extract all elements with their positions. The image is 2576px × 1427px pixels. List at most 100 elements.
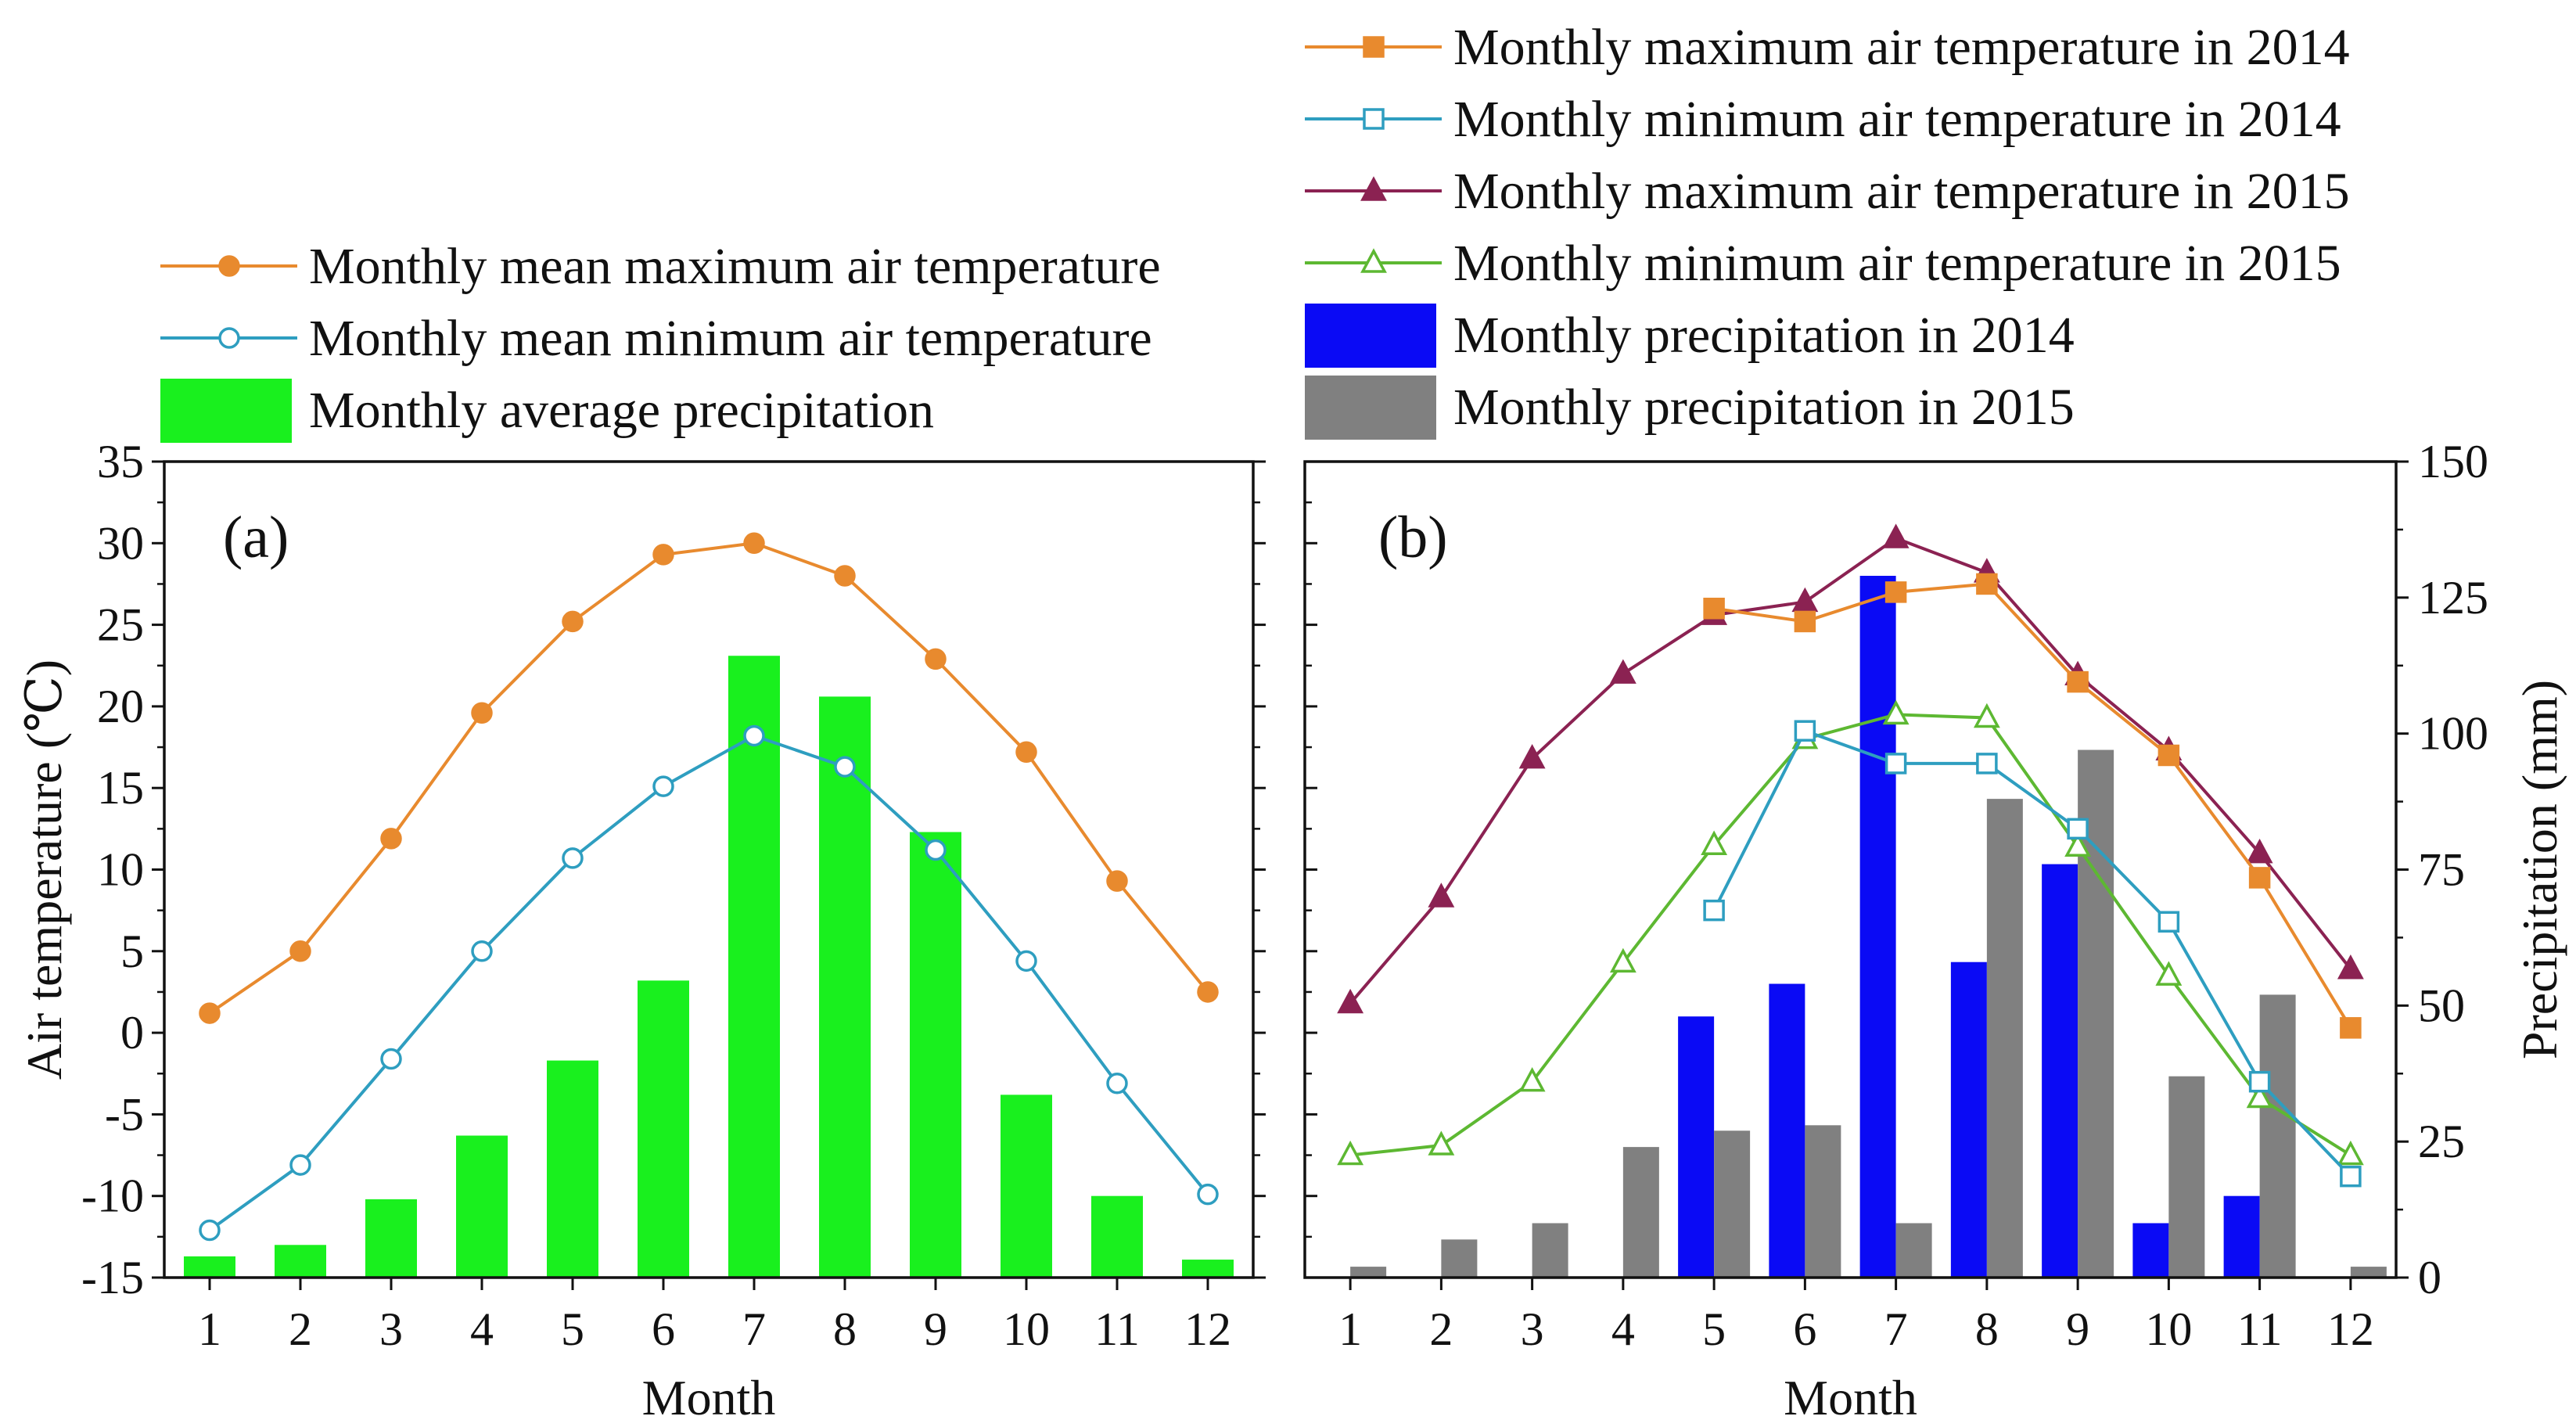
- point-a-min-month-10: [1015, 950, 1037, 972]
- panel-b-left-ticks: [1305, 460, 1317, 1279]
- point-a-max-month-1: [199, 1002, 221, 1024]
- legend-b-precip-2014-swatch: [1305, 304, 1436, 368]
- point-a-max-month-4: [471, 702, 493, 724]
- point-b-max-2014-month-7: [1884, 581, 1907, 603]
- bar-a-month-9: [910, 832, 961, 1278]
- bar-a-month-2: [275, 1245, 326, 1278]
- legend-b-precip-2015-swatch: [1305, 376, 1436, 440]
- bar-b-2015-month-11: [2259, 994, 2296, 1278]
- x-tick-label-b: 1: [1338, 1303, 1362, 1355]
- bar-b-2014-month-10: [2132, 1223, 2169, 1278]
- y-tick-label-a: 0: [120, 1007, 144, 1059]
- point-b-max-2015-month-11: [2246, 838, 2273, 864]
- point-b-max-2015-month-1: [1337, 988, 1364, 1014]
- bar-b-2014-month-9: [2042, 864, 2078, 1278]
- line-b-max-2014: [1713, 582, 2352, 1029]
- x-tick-label-b: 2: [1429, 1303, 1453, 1355]
- y-tick-label-a: 25: [97, 599, 144, 651]
- point-b-min-2014-month-9: [2067, 818, 2089, 840]
- x-axis-title-b: Month: [1784, 1370, 1917, 1425]
- bar-b-2015-month-8: [1986, 799, 2023, 1278]
- point-a-min-month-3: [380, 1048, 402, 1070]
- legend-panel-b: Monthly maximum air temperature in 2014 M…: [1305, 19, 2350, 440]
- point-a-min-month-9: [925, 839, 947, 861]
- panel-a-series-mean-max: [199, 532, 1219, 1024]
- bar-b-2015-month-5: [1714, 1130, 1751, 1278]
- x-tick-label-b: 4: [1611, 1303, 1635, 1355]
- bar-a-month-5: [547, 1060, 598, 1278]
- point-a-min-month-6: [652, 775, 674, 797]
- bar-a-month-6: [638, 980, 689, 1278]
- point-b-max-2015-month-2: [1428, 882, 1455, 908]
- y-tick-label-a: 15: [97, 762, 144, 814]
- y-tick-label-b: 125: [2418, 572, 2488, 624]
- legend-a-avg-precip-label: Monthly average precipitation: [309, 382, 934, 439]
- point-a-min-month-4: [471, 940, 493, 962]
- x-tick-label-b: 6: [1793, 1303, 1816, 1355]
- x-tick-label-a: 8: [833, 1303, 857, 1355]
- point-b-max-2014-month-12: [2340, 1017, 2362, 1039]
- x-tick-label-a: 2: [289, 1303, 312, 1355]
- legend-panel-a: Monthly mean maximum air temperature Mont…: [160, 238, 1161, 443]
- point-b-max-2014-month-11: [2248, 867, 2271, 889]
- point-b-max-2014-month-8: [1976, 573, 1998, 595]
- y-tick-label-a: 10: [97, 844, 144, 896]
- panel-label-a: (a): [223, 505, 289, 570]
- x-tick-label-a: 3: [379, 1303, 403, 1355]
- legend-b-series-2-label: Monthly minimum air temperature in 2014: [1453, 91, 2341, 148]
- bar-b-2015-month-12: [2350, 1267, 2387, 1278]
- x-tick-label-a: 9: [924, 1303, 947, 1355]
- point-b-min-2015-month-10: [2155, 961, 2183, 986]
- panel-b-right-axis: 150 125 100 75 50 25 0: [2396, 436, 2488, 1303]
- point-b-min-2015-month-12: [2337, 1140, 2364, 1166]
- point-b-max-2015-month-3: [1518, 743, 1546, 769]
- bar-b-2014-month-8: [1950, 962, 1987, 1278]
- panel-b-bars: [1350, 576, 2387, 1278]
- x-tick-label-b: 7: [1884, 1303, 1908, 1355]
- x-tick-label-a: 5: [561, 1303, 584, 1355]
- point-b-max-2015-month-12: [2337, 954, 2364, 979]
- point-b-min-2015-month-9: [2064, 832, 2092, 857]
- point-b-min-2015-month-4: [1609, 947, 1636, 973]
- y-tick-label-b: 50: [2418, 979, 2465, 1031]
- point-b-min-2014-month-11: [2248, 1070, 2271, 1093]
- bar-a-month-4: [456, 1135, 508, 1278]
- point-b-max-2014-month-9: [2067, 670, 2089, 693]
- bar-a-month-11: [1091, 1195, 1143, 1278]
- x-tick-label-a: 12: [1184, 1303, 1231, 1355]
- bar-a-month-12: [1182, 1260, 1234, 1278]
- y-tick-label-a: -15: [81, 1252, 144, 1303]
- bar-b-2014-month-5: [1678, 1016, 1715, 1278]
- y-tick-label-a: 35: [97, 436, 144, 487]
- x-tick-label-a: 10: [1003, 1303, 1050, 1355]
- point-b-min-2014-month-8: [1976, 753, 1998, 775]
- x-tick-label-a: 7: [742, 1303, 766, 1355]
- legend-a-mean-min-marker: [218, 327, 240, 349]
- legend-b-series-3-label: Monthly maximum air temperature in 2015: [1453, 163, 2350, 220]
- y-tick-label-b: 150: [2418, 436, 2488, 487]
- line-b-min-2014: [1712, 728, 2352, 1178]
- point-b-max-2015-month-4: [1609, 659, 1636, 684]
- y-tick-label-b: 25: [2418, 1116, 2465, 1167]
- y-tick-label-b: 100: [2418, 708, 2488, 760]
- point-b-max-2014-month-10: [2157, 744, 2180, 767]
- bar-b-2015-month-10: [2168, 1076, 2205, 1278]
- point-b-min-2015-month-5: [1701, 830, 1728, 855]
- point-b-max-2015-month-7: [1882, 523, 1910, 548]
- x-tick-label-b: 8: [1975, 1303, 1999, 1355]
- point-a-min-month-5: [562, 847, 584, 869]
- point-b-min-2014-month-12: [2340, 1165, 2362, 1188]
- point-a-max-month-3: [380, 828, 402, 850]
- legend-b-series-3-marker: [1360, 176, 1387, 201]
- point-b-min-2015-month-7: [1882, 699, 1910, 725]
- point-a-min-month-11: [1106, 1073, 1128, 1095]
- y-axis-title-a: Air temperature (℃): [16, 660, 72, 1080]
- point-b-min-2015-month-11: [2246, 1083, 2273, 1109]
- bar-a-month-8: [819, 696, 871, 1278]
- x-tick-label-a: 11: [1094, 1303, 1140, 1355]
- legend-b-series-1-label: Monthly maximum air temperature in 2014: [1453, 19, 2350, 76]
- legend-a-mean-max-marker: [218, 255, 240, 277]
- bar-b-2014-month-11: [2223, 1195, 2260, 1278]
